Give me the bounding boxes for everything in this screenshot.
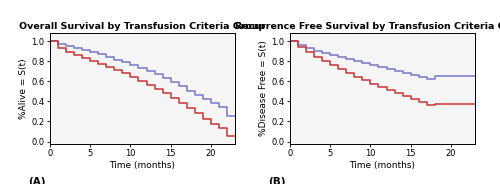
Text: (A): (A) <box>28 177 46 184</box>
Title: Overall Survival by Transfusion Criteria Group: Overall Survival by Transfusion Criteria… <box>20 22 266 31</box>
Y-axis label: %Alive = S(t): %Alive = S(t) <box>20 58 28 119</box>
Y-axis label: %Disease Free = S(t): %Disease Free = S(t) <box>260 40 268 136</box>
Text: (B): (B) <box>268 177 285 184</box>
X-axis label: Time (months): Time (months) <box>110 161 176 170</box>
X-axis label: Time (months): Time (months) <box>350 161 416 170</box>
Title: Recurrence Free Survival by Transfusion Criteria Group: Recurrence Free Survival by Transfusion … <box>235 22 500 31</box>
